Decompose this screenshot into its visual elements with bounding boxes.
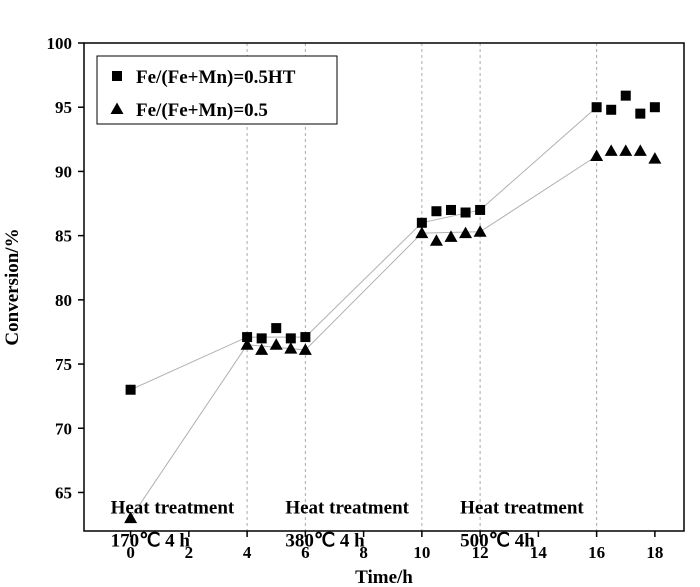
y-tick-label: 85 [55,227,72,246]
y-tick-label: 100 [47,34,73,53]
x-tick-label: 12 [472,543,489,562]
series-1-point [124,511,138,524]
y-axis-title: Conversion/% [2,228,23,345]
series-1-point [269,338,283,350]
x-tick-label: 2 [185,543,194,562]
y-tick-label: 80 [55,291,72,310]
series-1-point [284,342,298,354]
x-tick-label: 8 [359,543,368,562]
x-tick-label: 16 [588,543,605,562]
x-tick-label: 10 [413,543,430,562]
series-0-point [635,108,646,119]
series-1-point [473,225,487,237]
series-1-line [130,155,597,519]
x-tick-label: 4 [243,543,252,562]
series-0-point [460,207,471,218]
series-1-point [255,343,269,355]
series-0-point [431,206,442,217]
connector-lines [130,106,597,519]
series-1-point [633,144,647,156]
series-1-point [648,152,662,164]
series-1-point [240,338,254,350]
annotation-ht1-detail: 170℃ 4 h [111,530,191,551]
series-0-point [300,332,311,343]
series-0-line [130,106,597,391]
series-0-point [256,333,267,344]
series-0-point [606,104,617,115]
series-0-point [125,384,136,395]
annotation-ht2-title: Heat treatment [285,497,409,518]
annotations: Heat treatment 170℃ 4 h Heat treatment 380℃… [111,497,585,551]
y-tick-label: 90 [55,162,72,181]
x-tick-label: 6 [301,543,310,562]
y-tick-label: 75 [55,355,72,374]
annotation-ht3-title: Heat treatment [460,497,584,518]
series-1-point [298,343,312,355]
y-tick-label: 65 [55,483,72,502]
annotation-ht1-title: Heat treatment [111,497,235,518]
series-0-point [285,333,296,344]
legend-marker-1 [110,102,124,114]
series-1-point [444,230,458,242]
series-0-point [271,323,282,334]
annotation-ht2-detail: 380℃ 4 h [285,530,365,551]
legend: Fe/(Fe+Mn)=0.5HT Fe/(Fe+Mn)=0.5 [96,55,338,125]
series-0-point [242,332,253,343]
x-tick-label: 14 [530,543,548,562]
annotation-ht3-detail: 500℃ 4h [460,530,535,551]
series-0-point [475,204,486,215]
data-points [124,90,662,524]
series-1-point [459,226,473,239]
series-0-point [445,204,456,215]
series-0-point [620,90,631,101]
x-tick-label: 0 [126,543,135,562]
series-1-point [415,226,429,239]
x-axis-title: Time/h [355,567,413,587]
series-0-point [649,102,660,113]
legend-label-0: Fe/(Fe+Mn)=0.5HT [136,67,296,88]
series-1-point [590,149,604,162]
legend-label-1: Fe/(Fe+Mn)=0.5 [136,100,268,121]
legend-box [96,55,338,125]
y-tick-label: 70 [55,419,72,438]
y-tick-label: 95 [55,98,72,117]
x-tick-label: 18 [646,543,663,562]
series-1-point [429,234,443,246]
series-1-point [604,144,618,156]
plot-frame [83,42,685,532]
series-1-point [619,144,633,156]
axis-ticks: 0 2 4 6 8 10 12 14 16 18 65 70 75 80 85 90 95 100 [47,34,664,562]
series-0-point [591,102,602,113]
legend-marker-0 [112,71,122,81]
series-0-point [416,217,427,228]
